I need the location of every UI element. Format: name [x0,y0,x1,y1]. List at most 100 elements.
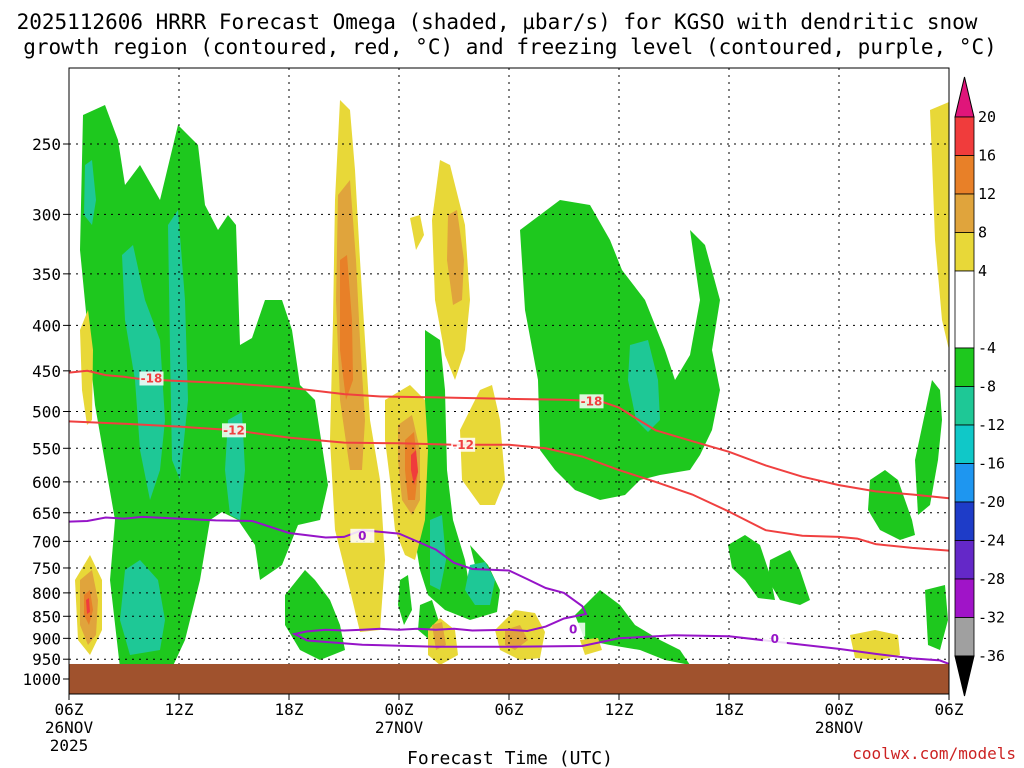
y-tick-label-600: 600 [32,473,61,492]
y-tick-label-300: 300 [32,205,61,224]
contour-label-1-0: -12 [223,423,245,437]
x-tick-label-18-1: 27NOV [375,718,424,737]
colorbar-band-5 [954,270,975,349]
colorbar-label--28: -28 [978,570,1005,588]
colorbar: 20 16 12 8 4 -4 -8 -12 -16 -20 -24 -28 -32 -36 [954,76,1005,697]
colorbar-band-9 [954,463,975,503]
omega-area-yellow-12 [930,102,949,350]
contour-label-bg-0-0 [139,371,164,386]
y-axis-ticks: 250 300 350 400 450 500 550 600 650 700 750 800 850 9… [22,135,69,689]
y-tick-label-400: 400 [32,316,61,335]
x-tick-label-18-0: 00Z [385,700,414,719]
contour-label-0-0: -18 [141,371,163,385]
omega-area-green-7 [768,550,810,605]
omega-area-green-11 [398,575,412,625]
contour-label-2-1: 0 [569,623,577,637]
colorbar-band-1 [954,116,975,156]
omega-area-green-10 [925,585,948,650]
colorbar-band-6 [954,347,975,387]
y-tick-label-850: 850 [32,607,61,626]
ground-surface [69,663,949,694]
omega-area-teal-3 [168,210,188,480]
contour-label-bg-1-1 [451,437,476,452]
colorbar-label--36: -36 [978,647,1005,665]
contour-line-2 [69,515,949,665]
x-tick-label-0-2: 2025 [50,736,89,755]
colorbar-band-7 [954,386,975,426]
colorbar-label--4: -4 [978,339,996,357]
contour-label-2-0: 0 [358,529,366,543]
temperature-contours: -18 -18 -12 -12 0 0 0 [69,369,949,665]
colorbar-band-3 [954,193,975,233]
omega-area-green-6 [728,535,775,600]
colorbar-label-4: 4 [978,262,987,280]
x-tick-label-30-0: 12Z [605,700,634,719]
contour-label-2-2: 0 [771,632,779,646]
omega-area-green-2 [520,200,720,500]
contour-label-0-1: -18 [581,394,603,408]
colorbar-label--24: -24 [978,532,1005,550]
omega-area-green-8 [868,470,915,540]
contour-label-bg-2-2 [762,632,787,647]
credit-text: coolwx.com/models [852,744,1016,763]
contour-label-bg-2-0 [350,528,375,543]
x-tick-label-48-0: 06Z [935,700,964,719]
colorbar-bottom-triangle [954,655,975,697]
colorbar-label-8: 8 [978,224,987,242]
y-tick-label-750: 750 [32,559,61,578]
colorbar-band-10 [954,501,975,541]
y-tick-label-900: 900 [32,629,61,648]
y-tick-label-700: 700 [32,532,61,551]
contour-line-1 [69,420,949,552]
y-tick-label-950: 950 [32,650,61,669]
y-tick-label-350: 350 [32,265,61,284]
omega-area-yellow-6 [80,310,93,425]
colorbar-label--8: -8 [978,378,996,396]
omega-area-green-9 [915,380,942,515]
colorbar-band-11 [954,540,975,580]
omega-area-red-1 [411,450,418,485]
omega-area-red-2 [86,598,90,614]
omega-shading [75,100,949,668]
contour-label-bg-1-0 [222,423,246,438]
x-tick-label-36-0: 18Z [715,700,744,719]
colorbar-band-2 [954,155,975,195]
colorbar-band-13 [954,617,975,657]
omega-area-teal-4 [120,560,165,655]
x-tick-label-12-0: 18Z [275,700,304,719]
omega-area-teal-5 [225,412,245,520]
omega-area-green-1 [80,105,328,668]
omega-area-teal-7 [465,562,495,605]
omega-area-orange-1 [340,255,353,400]
contour-label-bg-0-1 [579,394,604,409]
colorbar-label-20: 20 [978,108,996,126]
colorbar-label--32: -32 [978,609,1005,627]
x-tick-label-24-0: 06Z [495,700,524,719]
plot-area: -18 -18 -12 -12 0 0 0 [69,68,949,694]
colorbar-label-12: 12 [978,185,996,203]
colorbar-label--12: -12 [978,416,1005,434]
colorbar-label--20: -20 [978,493,1005,511]
x-tick-label-0-0: 06Z [55,700,84,719]
chart-title-line2: growth region (contoured, red, °C) and f… [23,35,997,59]
omega-area-green-4 [575,590,690,665]
x-axis-label: Forecast Time (UTC) [407,748,613,768]
y-tick-label-450: 450 [32,362,61,381]
y-tick-label-1000: 1000 [22,670,61,689]
omega-area-teal-1 [84,160,96,225]
x-tick-label-6-0: 12Z [165,700,194,719]
omega-area-yellow-5 [410,215,424,250]
x-tick-label-42-1: 28NOV [815,718,864,737]
x-tick-label-42-0: 00Z [825,700,854,719]
y-tick-label-550: 550 [32,439,61,458]
colorbar-band-4 [954,232,975,272]
y-tick-label-800: 800 [32,584,61,603]
y-tick-label-500: 500 [32,403,61,422]
colorbar-label--16: -16 [978,455,1005,473]
chart-title-line1: 2025112606 HRRR Forecast Omega (shaded, … [17,10,978,34]
omega-area-gold-2 [447,210,464,305]
colorbar-top-triangle [954,76,975,118]
y-tick-label-650: 650 [32,504,61,523]
